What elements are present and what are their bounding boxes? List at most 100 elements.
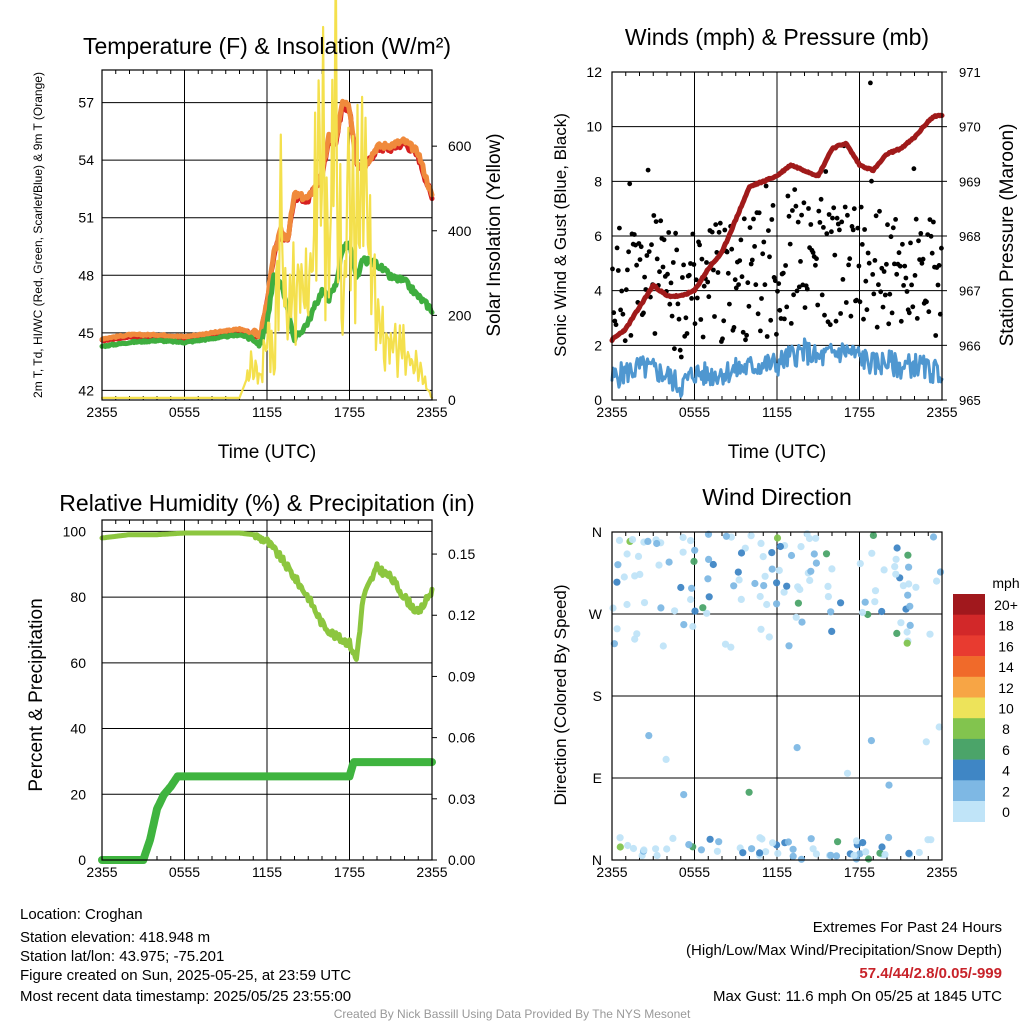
direction-point <box>645 732 653 740</box>
gust-point <box>823 169 829 174</box>
gust-point <box>887 291 893 297</box>
direction-point <box>727 643 735 651</box>
direction-point <box>741 544 749 552</box>
direction-point <box>822 550 831 558</box>
direction-point <box>715 838 723 846</box>
colorbar-swatch <box>953 759 985 781</box>
direction-point <box>906 602 914 610</box>
humidity-panel: 2355 0555 1155 1755 23550204060801000.000.03… <box>26 490 475 880</box>
colorbar-swatch <box>953 738 985 760</box>
direction-point <box>806 576 814 585</box>
colorbar-label: 10 <box>998 701 1014 717</box>
direction-point <box>640 846 648 854</box>
plot-border <box>101 519 433 861</box>
gust-point <box>818 196 824 202</box>
direction-point <box>773 600 781 608</box>
direction-point <box>915 848 923 857</box>
direction-point <box>809 845 817 853</box>
gust-point <box>885 222 890 228</box>
gust-point <box>874 324 880 330</box>
gust-point <box>625 267 630 273</box>
gust-point <box>869 178 874 184</box>
direction-point <box>623 550 631 558</box>
gust-point <box>738 237 744 243</box>
gust-point <box>786 213 792 219</box>
direction-point <box>905 563 913 571</box>
gust-point <box>634 262 639 268</box>
gust-point <box>763 183 769 189</box>
gust-point <box>821 225 826 230</box>
direction-point <box>760 582 768 590</box>
gust-point <box>724 249 730 255</box>
x-axis-label: Time (UTC) <box>728 442 827 463</box>
direction-point <box>624 841 632 850</box>
gust-point <box>782 316 787 322</box>
gust-point <box>721 318 727 324</box>
gust-point <box>684 331 690 336</box>
y-axis-label: Percent & Precipitation <box>26 598 47 791</box>
gust-point <box>796 284 802 290</box>
gust-point <box>644 253 650 258</box>
gust-point <box>770 203 776 208</box>
y-tick-label: 45 <box>78 325 94 341</box>
y2-tick-label: 971 <box>959 65 981 80</box>
gust-point <box>851 206 857 212</box>
direction-point <box>783 582 791 590</box>
x-tick-label: 1155 <box>762 404 792 420</box>
gust-point <box>618 307 623 313</box>
gust-point <box>775 288 780 294</box>
direction-point <box>705 593 713 601</box>
direction-point <box>773 534 782 542</box>
plot-border <box>611 71 943 401</box>
gust-point <box>868 80 873 86</box>
gust-point <box>799 212 804 218</box>
y2-tick-label: 200 <box>448 307 472 323</box>
gust-point <box>693 277 699 283</box>
gust-point <box>817 220 823 225</box>
gust-point <box>652 331 658 336</box>
gust-point <box>813 262 818 268</box>
gust-point <box>660 264 666 270</box>
gust-point <box>912 273 918 278</box>
y-tick-label: 0 <box>594 392 602 408</box>
gust-point <box>615 268 621 273</box>
series-sonic-wind <box>610 337 944 398</box>
gust-point <box>764 334 770 339</box>
gust-point <box>646 249 652 255</box>
y2-tick-label: 600 <box>448 138 472 154</box>
gust-point <box>653 219 659 225</box>
colorbar-label: 0 <box>1002 804 1010 820</box>
direction-point <box>616 843 624 851</box>
direction-point <box>792 613 800 621</box>
series-9m-t <box>99 98 435 342</box>
direction-point <box>784 838 793 846</box>
x-tick-label: 0555 <box>679 404 710 420</box>
gust-point <box>736 282 741 287</box>
direction-point <box>757 625 765 633</box>
x-tick-label: 2355 <box>926 864 957 880</box>
direction-point <box>891 563 899 571</box>
gust-point <box>831 205 837 211</box>
gust-point <box>866 260 872 266</box>
gust-point <box>755 311 761 317</box>
direction-point <box>762 848 770 856</box>
extremes-title: Extremes For Past 24 Hours <box>812 919 1002 936</box>
gust-point <box>840 277 846 282</box>
extremes-description: (High/Low/Max Wind/Precipitation/Snow De… <box>686 942 1002 959</box>
gust-point <box>850 227 856 233</box>
gust-point <box>855 225 861 231</box>
x-tick-label: 2355 <box>596 864 627 880</box>
direction-point <box>747 532 755 540</box>
direction-point <box>705 555 713 564</box>
gust-point <box>859 242 865 247</box>
gust-point <box>815 302 821 308</box>
direction-point <box>763 600 771 609</box>
direction-point <box>756 849 764 857</box>
credit-line: Created By Nick Bassill Using Data Provi… <box>333 1007 691 1021</box>
direction-point <box>935 723 943 731</box>
y-tick-label: 100 <box>63 523 87 539</box>
gust-point <box>777 307 783 313</box>
x-tick-label: 0555 <box>169 404 200 420</box>
gust-point <box>880 304 886 310</box>
gust-point <box>743 337 748 343</box>
